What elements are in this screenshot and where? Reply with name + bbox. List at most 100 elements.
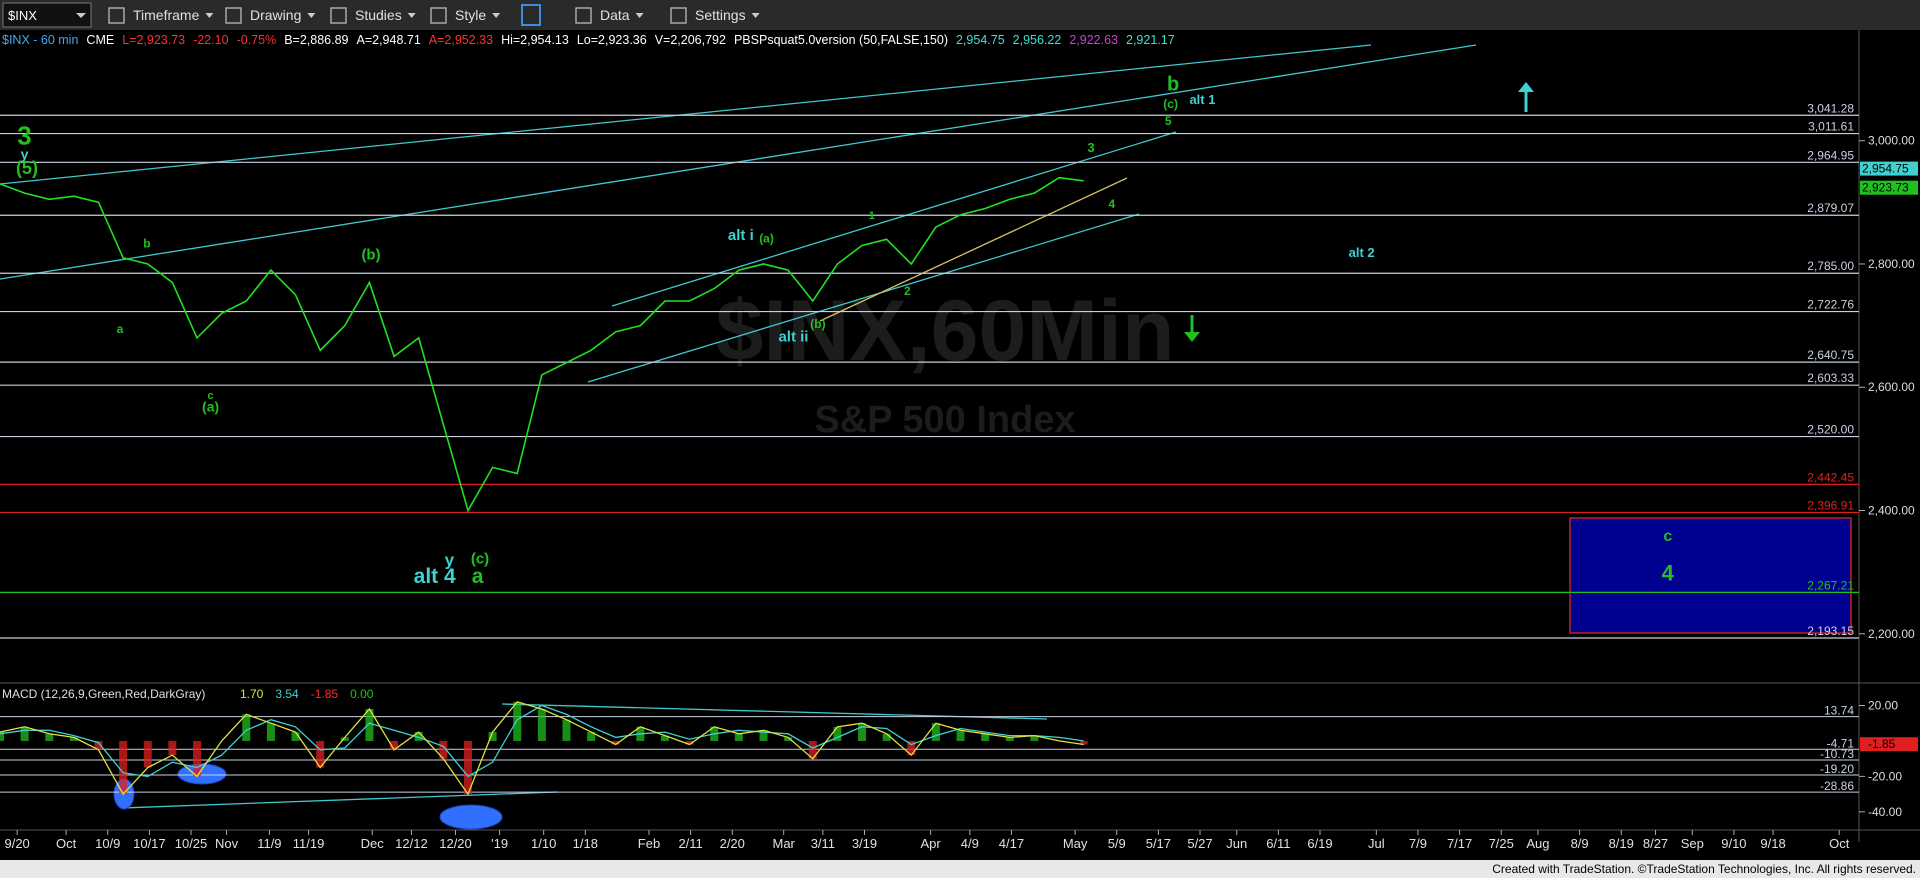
axis-area bbox=[1859, 30, 1920, 842]
dropdown-caret bbox=[205, 13, 214, 18]
x-tick-label: 9/18 bbox=[1760, 836, 1785, 851]
macd-highlights bbox=[113, 763, 503, 830]
price-level-label: 3,041.28 bbox=[1807, 101, 1854, 115]
macd-histogram-bar bbox=[291, 732, 300, 741]
header-field: -0.75% bbox=[237, 33, 277, 47]
up-arrow bbox=[1518, 82, 1534, 112]
macd-histogram-bar bbox=[340, 737, 349, 741]
toolbar-icon[interactable] bbox=[330, 7, 347, 24]
toolbar-icon[interactable] bbox=[225, 7, 242, 24]
price-level-label: 2,603.33 bbox=[1807, 371, 1854, 385]
wave-label: 2 bbox=[904, 284, 911, 298]
x-tick-label: Sep bbox=[1681, 836, 1704, 851]
symbol-box[interactable] bbox=[2, 2, 92, 28]
header-field: $INX - 60 min bbox=[2, 33, 78, 47]
y-tick-label: 2,200.00 bbox=[1868, 627, 1915, 641]
toolbar-icon[interactable] bbox=[575, 7, 592, 24]
x-tick-label: 6/19 bbox=[1307, 836, 1332, 851]
toolbar-button[interactable]: Timeframe bbox=[133, 7, 200, 23]
wave-label: (a) bbox=[759, 231, 774, 245]
macd-reading: -1.85 bbox=[311, 687, 339, 701]
header-field: A=2,948.71 bbox=[356, 33, 420, 47]
x-tick-label: 1/18 bbox=[573, 836, 598, 851]
price-tag bbox=[1860, 161, 1918, 176]
toolbar-button[interactable]: Data bbox=[600, 7, 630, 23]
highlight bbox=[439, 804, 503, 830]
wave-label: c bbox=[208, 390, 214, 402]
x-tick-label: 9/20 bbox=[4, 836, 29, 851]
wave-label: alt i bbox=[728, 227, 754, 244]
header-field: 2,956.22 bbox=[1013, 33, 1062, 47]
x-tick-label: 2/11 bbox=[678, 836, 702, 851]
wave-label: (a) bbox=[202, 398, 219, 414]
price-level-label: 2,640.75 bbox=[1807, 348, 1854, 362]
dropdown-caret bbox=[76, 13, 86, 18]
macd-histogram-bar bbox=[759, 730, 768, 741]
wave-label: 5 bbox=[1165, 114, 1172, 128]
x-tick-label: 4/17 bbox=[999, 836, 1024, 851]
x-tick-label: 10/9 bbox=[95, 836, 120, 851]
x-tick-label: 7/25 bbox=[1489, 836, 1514, 851]
macd-histogram-bar bbox=[266, 723, 275, 741]
y-tick-label: 2,400.00 bbox=[1868, 504, 1915, 518]
toolbar-button[interactable]: Settings bbox=[695, 7, 746, 23]
macd-histogram-bar bbox=[45, 733, 54, 741]
macd-histogram-bar bbox=[316, 740, 325, 768]
price-level-label: 2,722.76 bbox=[1807, 298, 1854, 312]
macd-histogram-bar bbox=[439, 740, 448, 759]
header-field: 2,922.63 bbox=[1069, 33, 1118, 47]
price-tag-label: 2,954.75 bbox=[1862, 162, 1909, 176]
x-tick-label: Aug bbox=[1526, 836, 1549, 851]
toolbar-button[interactable]: Style bbox=[455, 7, 486, 23]
macd-histogram-bar bbox=[390, 740, 399, 750]
price-level-label: 2,785.00 bbox=[1807, 259, 1854, 273]
macd-histogram-bar bbox=[907, 740, 916, 756]
watermark-name: S&P 500 Index bbox=[814, 399, 1075, 441]
macd-histogram-bar bbox=[956, 730, 965, 741]
macd-histogram-bar bbox=[833, 726, 842, 741]
price-level-label: 2,879.07 bbox=[1807, 201, 1854, 215]
wave-label: b bbox=[1167, 74, 1179, 96]
wave-label: 4 bbox=[1662, 560, 1675, 585]
wave-label: (5) bbox=[16, 158, 38, 178]
macd-histogram-bar bbox=[20, 726, 29, 741]
toolbar-icon[interactable] bbox=[108, 7, 125, 24]
x-tick-label: 7/17 bbox=[1447, 836, 1472, 851]
macd-histogram-bar bbox=[463, 740, 472, 795]
x-tick-label: 3/19 bbox=[852, 836, 877, 851]
x-tick-label: 4/9 bbox=[961, 836, 979, 851]
macd-histogram-bar bbox=[537, 709, 546, 741]
wave-label: alt ii bbox=[778, 329, 808, 346]
macd-histogram-bar bbox=[562, 719, 571, 741]
price-level-label: 2,396.91 bbox=[1807, 498, 1854, 512]
x-tick-label: 12/20 bbox=[439, 836, 472, 851]
macd-histogram-bar bbox=[94, 740, 103, 750]
wave-label: (b) bbox=[810, 317, 825, 331]
wave-label: 1 bbox=[869, 210, 875, 222]
signal-line bbox=[0, 704, 1084, 778]
header-field: CME bbox=[86, 33, 114, 47]
wave-label: 3 bbox=[1087, 140, 1094, 155]
x-tick-label: Feb bbox=[638, 836, 660, 851]
macd-histogram-bar bbox=[414, 732, 423, 741]
wave-label: alt 2 bbox=[1349, 245, 1375, 260]
dropdown-caret bbox=[635, 13, 644, 18]
layout-icon bbox=[521, 4, 541, 26]
highlight bbox=[177, 763, 227, 785]
price-level-label: 3,011.61 bbox=[1808, 120, 1854, 134]
toolbar-button[interactable]: Studies bbox=[355, 7, 402, 23]
price-tag-label: 2,923.73 bbox=[1862, 181, 1909, 195]
x-tick-label: '19 bbox=[491, 836, 508, 851]
price-level-label: 2,442.45 bbox=[1807, 470, 1854, 484]
toolbar-button[interactable]: Drawing bbox=[250, 7, 301, 23]
dropdown-caret bbox=[307, 13, 316, 18]
trend-line bbox=[611, 131, 1177, 307]
x-tick-label: 7/9 bbox=[1409, 836, 1427, 851]
wave-label: 3 bbox=[17, 120, 31, 150]
toolbar-icon[interactable] bbox=[430, 7, 447, 24]
x-tick-label: Oct bbox=[56, 836, 77, 851]
toolbar-icon[interactable] bbox=[670, 7, 687, 24]
x-tick-label: Dec bbox=[361, 836, 385, 851]
macd-histogram-bar bbox=[858, 723, 867, 741]
